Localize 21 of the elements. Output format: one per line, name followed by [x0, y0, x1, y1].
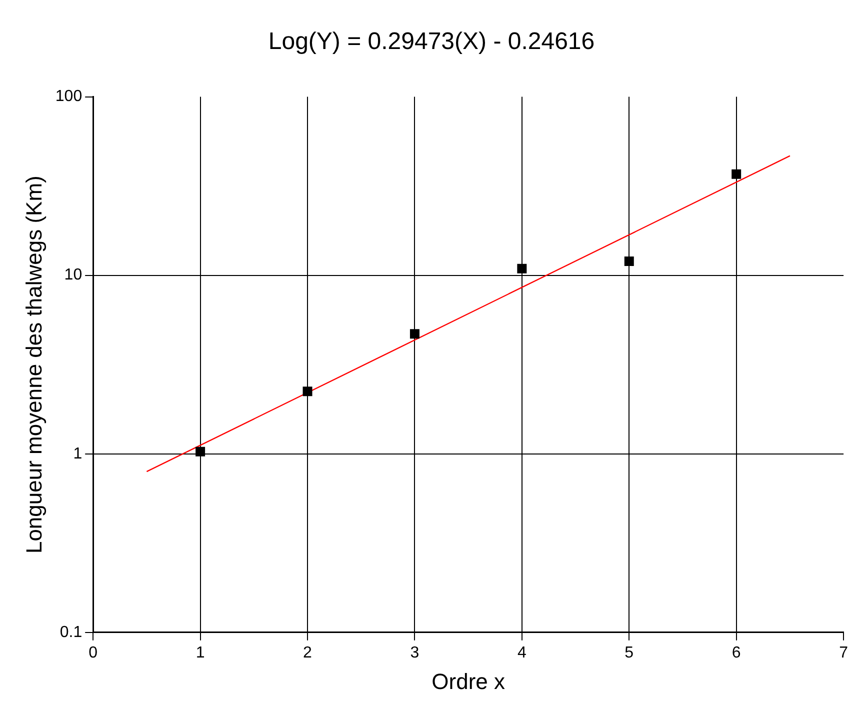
y-tick-label: 1	[73, 445, 82, 462]
y-tick-label: 0.1	[60, 624, 82, 641]
x-tick-label: 0	[88, 644, 98, 662]
x-axis-title: Ordre x	[432, 668, 506, 694]
point	[196, 446, 206, 456]
point	[624, 256, 634, 266]
point	[410, 329, 420, 339]
x-tick-label: 2	[303, 644, 312, 662]
y-tick-label: 10	[64, 266, 82, 284]
point	[732, 169, 742, 179]
x-tick-label: 1	[196, 644, 205, 662]
x-tick-label: 5	[624, 644, 634, 662]
point	[517, 264, 527, 274]
x-tick-label: 7	[839, 644, 848, 662]
x-tick-label: 6	[732, 644, 741, 662]
point	[302, 386, 312, 396]
x-tick-label: 3	[410, 644, 420, 662]
y-tick-label: 100	[55, 88, 82, 106]
y-axis-title: Longueur moyenne des thalwegs (Km)	[21, 176, 46, 554]
chart-title: Log(Y) = 0.29473(X) - 0.24616	[268, 28, 595, 56]
x-tick-label: 4	[517, 644, 526, 662]
